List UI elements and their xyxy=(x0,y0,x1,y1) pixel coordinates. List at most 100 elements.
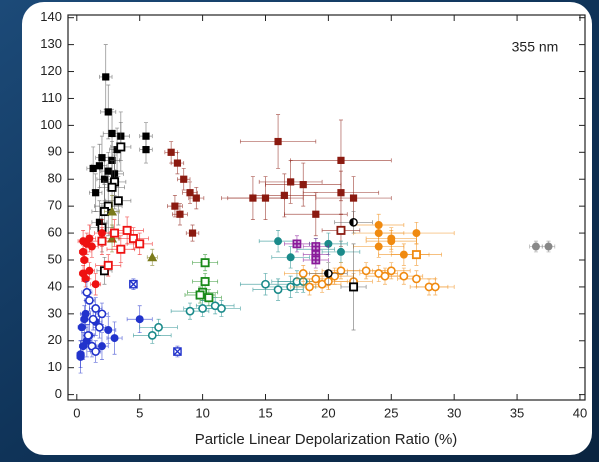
y-tick-label: 80 xyxy=(48,171,62,186)
point xyxy=(299,181,307,189)
point xyxy=(287,178,295,186)
point-half xyxy=(349,218,354,226)
point xyxy=(305,282,314,292)
point xyxy=(91,304,101,313)
point xyxy=(185,306,195,316)
point xyxy=(192,194,200,202)
x-tick-label: 20 xyxy=(321,405,335,420)
y-tick-label: 10 xyxy=(48,359,62,374)
point xyxy=(204,293,214,303)
point xyxy=(103,260,113,270)
point-half xyxy=(324,269,329,278)
point xyxy=(142,146,150,154)
point xyxy=(349,282,359,292)
point xyxy=(173,159,182,167)
point xyxy=(186,189,194,197)
point xyxy=(412,274,421,284)
point xyxy=(217,304,226,313)
point xyxy=(167,148,175,156)
point xyxy=(135,315,144,324)
x-tick-label: 35 xyxy=(510,405,524,420)
point xyxy=(195,290,205,300)
point xyxy=(274,237,283,246)
x-tick-label: 30 xyxy=(447,405,461,420)
y-tick-label: 40 xyxy=(48,278,62,293)
point xyxy=(411,250,421,260)
point xyxy=(311,274,321,284)
point xyxy=(298,269,308,278)
y-tick-label: 70 xyxy=(48,198,62,213)
point xyxy=(104,108,112,116)
point xyxy=(361,266,371,276)
point xyxy=(97,236,107,246)
point xyxy=(200,277,210,287)
point xyxy=(89,164,97,173)
point xyxy=(430,282,440,292)
point xyxy=(311,255,321,265)
point xyxy=(171,202,179,210)
x-axis-label: Particle Linear Depolarization Ratio (%) xyxy=(195,431,458,448)
y-tick-label: 110 xyxy=(41,90,62,105)
point xyxy=(188,229,197,237)
point xyxy=(531,242,540,251)
y-tick-label: 20 xyxy=(48,332,62,347)
point xyxy=(249,194,257,202)
point xyxy=(85,234,94,243)
point xyxy=(200,258,210,268)
point xyxy=(311,242,321,251)
y-tick-label: 100 xyxy=(40,117,62,132)
x-tick-label: 0 xyxy=(73,405,80,420)
point xyxy=(180,175,188,183)
point xyxy=(142,132,150,140)
point xyxy=(92,189,100,197)
point xyxy=(77,323,86,332)
point xyxy=(261,279,270,289)
y-tick-label: 60 xyxy=(48,225,62,240)
y-tick-label: 0 xyxy=(55,386,62,401)
point xyxy=(176,210,184,218)
y-tick-label: 120 xyxy=(40,63,62,78)
point xyxy=(91,280,100,289)
x-tick-label: 40 xyxy=(573,405,587,420)
point xyxy=(386,266,396,276)
point xyxy=(85,266,94,275)
point xyxy=(97,309,107,319)
point xyxy=(324,239,333,248)
point xyxy=(154,322,163,332)
point xyxy=(336,266,346,276)
point xyxy=(280,191,288,199)
point xyxy=(336,247,345,256)
point xyxy=(116,142,126,152)
y-tick-label: 50 xyxy=(48,251,62,266)
point xyxy=(81,309,90,318)
point xyxy=(83,330,93,340)
point xyxy=(104,326,113,334)
point xyxy=(198,304,207,313)
point xyxy=(128,233,138,243)
point xyxy=(312,210,320,218)
point xyxy=(274,137,282,146)
point xyxy=(95,218,104,226)
point xyxy=(104,167,112,175)
point xyxy=(107,206,118,216)
point xyxy=(87,242,96,251)
x-tick-label: 10 xyxy=(195,405,209,420)
point xyxy=(292,239,302,249)
point xyxy=(147,252,158,262)
point xyxy=(380,271,390,281)
point xyxy=(374,221,383,229)
point xyxy=(412,229,421,238)
point xyxy=(147,330,157,340)
point xyxy=(544,242,553,251)
point xyxy=(135,239,145,249)
point xyxy=(324,269,333,278)
point xyxy=(337,189,345,197)
point xyxy=(91,347,101,356)
point xyxy=(82,287,92,297)
x-tick-label: 15 xyxy=(258,405,272,420)
x-tick-label: 25 xyxy=(384,405,398,420)
point xyxy=(95,162,104,170)
x-tick-label: 5 xyxy=(136,405,143,420)
